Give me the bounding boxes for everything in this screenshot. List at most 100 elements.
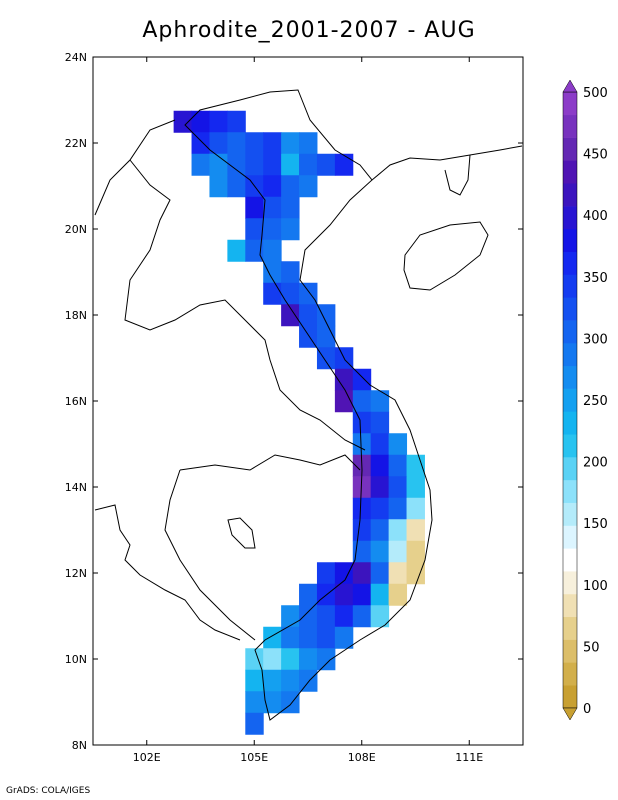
colorbar-label: 400 (583, 209, 608, 224)
colorbar-swatch (563, 365, 577, 389)
precip-cell (388, 454, 408, 477)
colorbar-swatch (563, 206, 577, 230)
colorbar-swatch (563, 183, 577, 207)
precip-cell (370, 476, 390, 499)
precipitation-cells (173, 110, 425, 735)
coastline (94, 89, 523, 721)
precip-cell (406, 476, 425, 499)
colorbar-swatch (563, 571, 577, 595)
precip-cell (191, 110, 210, 133)
precip-cell (245, 669, 264, 692)
precip-cell (227, 110, 246, 133)
precip-cell (388, 583, 408, 606)
precip-cell (191, 132, 210, 155)
colorbar-swatch (563, 639, 577, 663)
precip-cell (370, 583, 390, 606)
precip-cell (388, 433, 408, 456)
lon-tick-label: 105E (240, 751, 268, 764)
colorbar-swatch (563, 662, 577, 686)
precip-cell (370, 411, 390, 434)
precip-cell (299, 648, 318, 671)
precip-cell (227, 175, 246, 198)
precip-cell (263, 282, 282, 305)
precip-cell (352, 476, 372, 499)
precip-cell (406, 540, 425, 563)
vietnam-coastline (184, 89, 433, 721)
precip-cell (245, 132, 264, 155)
precip-cell (316, 605, 336, 628)
precip-cell (263, 648, 282, 671)
precip-cell (245, 196, 264, 219)
colorbar-swatch (563, 274, 577, 298)
precip-cell (352, 411, 372, 434)
map-title: Aphrodite_2001-2007 - AUG (142, 18, 476, 43)
precip-cell (281, 282, 300, 305)
colorbar-swatch (563, 320, 577, 344)
precip-cell (352, 433, 372, 456)
colorbar-swatch (563, 388, 577, 412)
lat-tick-label: 8N (72, 739, 87, 752)
precip-cell (209, 110, 228, 133)
leizhou-peninsula (444, 154, 471, 196)
precip-cell (388, 540, 408, 563)
hainan-coastline (403, 221, 489, 291)
precip-cell (263, 175, 282, 198)
precip-cell (245, 153, 264, 176)
precip-cell (388, 519, 408, 542)
precip-cell (370, 497, 390, 520)
precip-cell (299, 175, 318, 198)
precip-cell (352, 583, 372, 606)
precip-cell (352, 519, 372, 542)
precip-cell (227, 239, 246, 262)
colorbar-swatch (563, 342, 577, 367)
colorbar: 0 50 100 150 200 250 300 350 400 450 500 (562, 79, 608, 721)
colorbar-label: 100 (583, 579, 608, 594)
precip-cell (316, 562, 336, 585)
colorbar-label: 350 (583, 271, 608, 286)
precip-cell (209, 153, 228, 176)
precip-cell (299, 583, 318, 606)
precip-cell (334, 605, 354, 628)
lat-tick-label: 24N (65, 51, 87, 64)
laos-border (94, 119, 366, 451)
precip-cell (263, 132, 282, 155)
colorbar-swatch (563, 114, 577, 138)
precip-cell (281, 261, 300, 284)
precip-cell (281, 648, 300, 671)
longitude-ticks: 102E 105E 108E 111E (133, 57, 483, 764)
precip-cell (299, 605, 318, 628)
precip-cell (370, 390, 390, 413)
colorbar-swatch (563, 616, 577, 640)
precip-cell (334, 626, 354, 649)
precip-cell (370, 540, 390, 563)
precip-cell (316, 304, 336, 327)
colorbar-label: 300 (583, 332, 608, 347)
colorbar-swatch (563, 297, 577, 321)
precip-cell (370, 433, 390, 456)
precip-cell (334, 368, 354, 391)
colorbar-label: 0 (583, 702, 591, 717)
colorbar-swatch (563, 479, 577, 503)
precip-cell (316, 626, 336, 649)
lat-tick-label: 16N (65, 395, 87, 408)
cambodia-border (164, 454, 361, 641)
precip-cell (334, 390, 354, 413)
precip-cell (299, 282, 318, 305)
precip-cell (388, 476, 408, 499)
colorbar-label: 250 (583, 394, 608, 409)
precip-cell (352, 605, 372, 628)
precip-cell (370, 519, 390, 542)
precip-cell (281, 153, 300, 176)
precip-cell (263, 218, 282, 241)
precip-cell (370, 454, 390, 477)
precip-cell (299, 153, 318, 176)
precip-cell (299, 669, 318, 692)
colorbar-label: 450 (583, 148, 608, 163)
precip-cell (263, 239, 282, 262)
lat-tick-label: 18N (65, 309, 87, 322)
colorbar-swatch (563, 685, 577, 709)
colorbar-label: 150 (583, 517, 608, 532)
precip-cell (406, 519, 425, 542)
precip-cell (245, 218, 264, 241)
